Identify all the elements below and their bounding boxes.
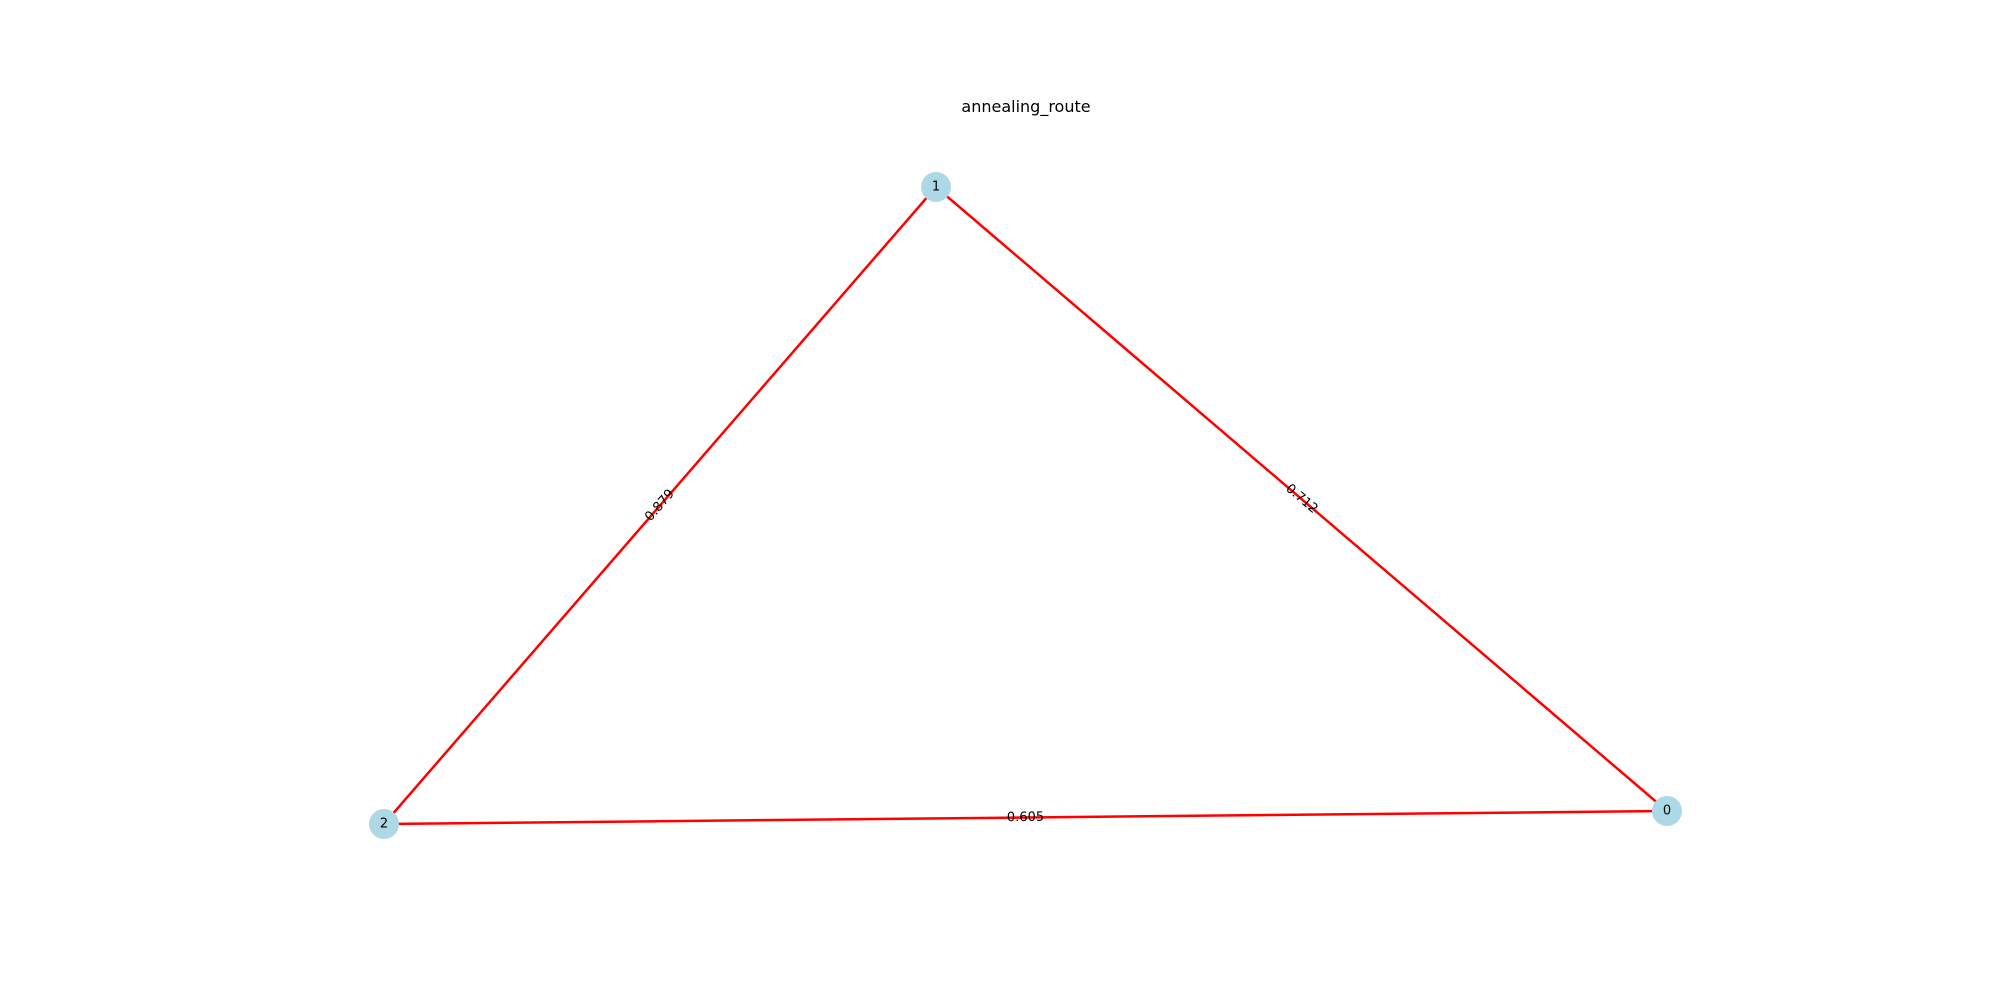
node-label-2: 2 [380,817,388,832]
node-circle-0 [1652,796,1682,826]
node-label-1: 1 [932,180,940,195]
nodes-layer: 0 1 2 [369,172,1682,839]
edges-layer [383,186,1668,826]
edge-2-0 [383,809,1668,826]
node-2: 2 [369,809,399,839]
edge-1-0 [935,186,1668,812]
node-1: 1 [921,172,951,202]
graph-title: annealing_route [961,97,1090,117]
node-circle-2 [369,809,399,839]
node-label-0: 0 [1663,804,1671,819]
edge-2-1 [383,186,937,825]
node-0: 0 [1652,796,1682,826]
edge-label-2-0: 0.605 [1007,810,1044,825]
node-circle-1 [921,172,951,202]
